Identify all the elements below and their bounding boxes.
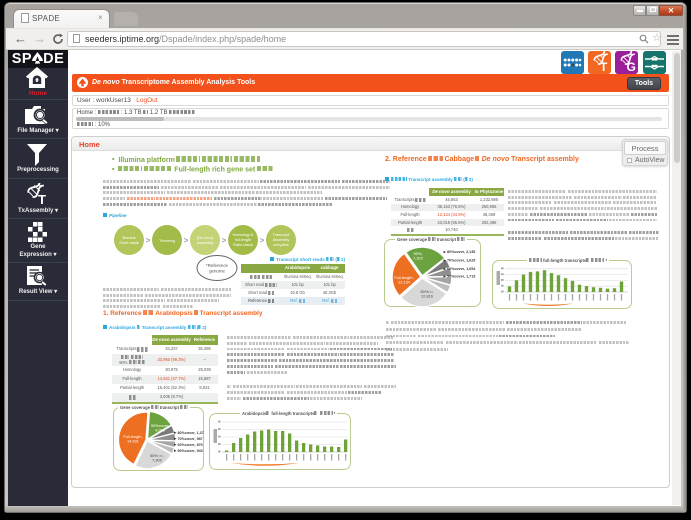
svg-text:50%□□,: 50%□□, (421, 289, 434, 294)
svg-text:>: > (184, 236, 189, 245)
svg-text:complete: complete (273, 243, 288, 247)
svg-text:12,134: 12,134 (398, 280, 411, 285)
svg-text:12,816: 12,816 (421, 294, 433, 299)
svg-text:*Reference: *Reference (206, 263, 229, 268)
svg-text:Homology &: Homology & (233, 233, 254, 237)
svg-text:50% □□,: 50% □□, (150, 453, 164, 458)
svg-text:90%,: 90%, (414, 251, 423, 256)
svg-text:T: T (38, 192, 46, 206)
svg-text:Transcript: Transcript (273, 233, 291, 237)
svg-text:7,300: 7,300 (152, 458, 163, 463)
svg-text:>: > (222, 236, 227, 245)
svg-text:90%cover,: 90%cover, (151, 423, 169, 428)
svg-text:80%cover, 1,371: 80%cover, 1,371 (178, 431, 205, 435)
svg-text:70%cover, 1,629: 70%cover, 1,629 (447, 259, 475, 263)
svg-text:Full-length,: Full-length, (394, 275, 413, 280)
svg-text:genome: genome (209, 269, 225, 274)
svg-text:Assembly: Assembly (197, 241, 214, 245)
svg-text:7,302: 7,302 (413, 256, 423, 261)
svg-text:full-length: full-length (235, 238, 251, 242)
svg-text:T: T (600, 60, 608, 74)
svg-text:Illumina: Illumina (122, 236, 136, 240)
svg-text:G: G (627, 60, 636, 74)
svg-text:Full-length,: Full-length, (123, 434, 142, 439)
svg-text:60%cover, 876: 60%cover, 876 (178, 443, 203, 447)
svg-text:4,983: 4,983 (155, 428, 165, 433)
svg-text:50%cover, 1,713: 50%cover, 1,713 (447, 275, 475, 279)
svg-text:Trimming: Trimming (159, 239, 175, 243)
svg-text:Short reads: Short reads (119, 241, 139, 245)
svg-text:Assembly: Assembly (273, 238, 290, 242)
svg-text:60%cover, 1,654: 60%cover, 1,654 (447, 267, 476, 271)
svg-text:Ratio check: Ratio check (233, 243, 253, 247)
svg-text:70%cover, 987: 70%cover, 987 (178, 437, 203, 441)
svg-text:14,531: 14,531 (127, 439, 139, 444)
svg-text:>: > (146, 236, 151, 245)
svg-text:>: > (260, 236, 265, 245)
svg-text:(De novo): (De novo) (197, 236, 214, 240)
svg-text:50%cover, 943: 50%cover, 943 (178, 449, 203, 453)
svg-text:80%cover, 2,135: 80%cover, 2,135 (447, 250, 475, 254)
